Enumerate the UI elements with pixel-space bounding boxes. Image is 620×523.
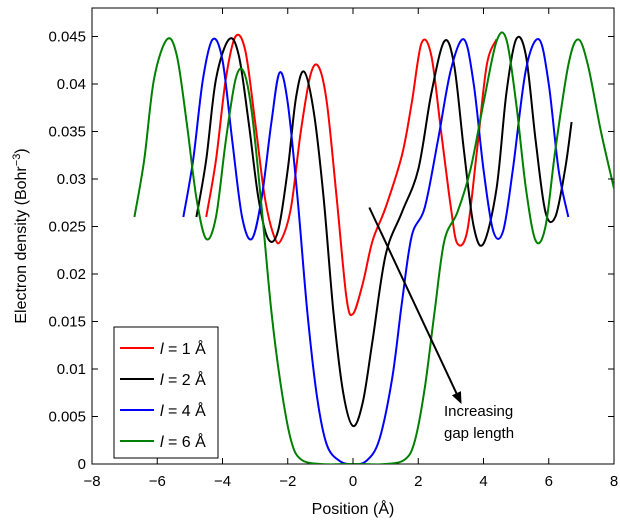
legend: l = 1 Ål = 2 Ål = 4 Ål = 6 Å xyxy=(113,326,219,459)
y-axis-label: Electron density (Bohr−3) xyxy=(11,148,30,323)
y-tick-label: 0.03 xyxy=(57,171,86,188)
x-tick-label: −6 xyxy=(149,473,166,490)
x-tick-label: 0 xyxy=(349,473,357,490)
legend-variable: l xyxy=(160,434,164,451)
series-layer xyxy=(133,31,614,464)
y-axis-label-close: ) xyxy=(13,148,30,153)
x-tick-label: 8 xyxy=(610,473,618,490)
legend-value: = 1 Å xyxy=(164,339,207,358)
x-tick-label: −2 xyxy=(279,473,296,490)
series-line-1 xyxy=(205,33,498,317)
annotation-arrow xyxy=(368,207,462,405)
x-tick-label: 4 xyxy=(479,473,487,490)
legend-label-1: l = 1 Å xyxy=(160,339,206,358)
y-tick-label: 0.02 xyxy=(57,266,86,283)
legend-variable: l xyxy=(160,403,164,420)
series-line-4 xyxy=(133,31,614,464)
series-line-3 xyxy=(182,37,570,464)
legend-variable: l xyxy=(160,372,164,389)
y-axis-label-exponent: −3 xyxy=(11,154,23,167)
x-tick-label: 2 xyxy=(414,473,422,490)
x-axis-label: Position (Å) xyxy=(312,499,395,518)
legend-label-2: l = 2 Å xyxy=(160,370,206,389)
legend-variable: l xyxy=(160,341,164,358)
y-tick-label: 0.005 xyxy=(48,409,86,426)
y-tick-label: 0 xyxy=(78,456,86,473)
y-tick-label: 0.015 xyxy=(48,314,86,331)
legend-value: = 6 Å xyxy=(164,432,207,451)
annotation-line-2: gap length xyxy=(444,425,514,442)
y-tick-label: 0.045 xyxy=(48,29,86,46)
legend-items: l = 1 Ål = 2 Ål = 4 Ål = 6 Å xyxy=(120,339,206,451)
y-tick-label: 0.04 xyxy=(57,76,86,93)
legend-label-3: l = 4 Å xyxy=(160,401,206,420)
legend-label-4: l = 6 Å xyxy=(160,432,206,451)
x-tick-label: −8 xyxy=(83,473,100,490)
y-tick-label: 0.025 xyxy=(48,219,86,236)
series-line-2 xyxy=(195,35,573,428)
legend-value: = 2 Å xyxy=(164,370,207,389)
annotation-line-1: Increasing xyxy=(444,403,513,420)
annotation: Increasing gap length xyxy=(368,207,514,442)
x-tick-label: 6 xyxy=(545,473,553,490)
legend-value: = 4 Å xyxy=(164,401,207,420)
y-tick-label: 0.01 xyxy=(57,361,86,378)
y-tick-label: 0.035 xyxy=(48,124,86,141)
y-axis-label-base: Electron density (Bohr xyxy=(13,166,30,324)
ticks-layer: −8 −6 −4 −2 0 2 4 6 8 0 0.005 0.01 0.015 0.02 0.025 0.0… xyxy=(48,8,618,490)
x-tick-label: −4 xyxy=(214,473,231,490)
